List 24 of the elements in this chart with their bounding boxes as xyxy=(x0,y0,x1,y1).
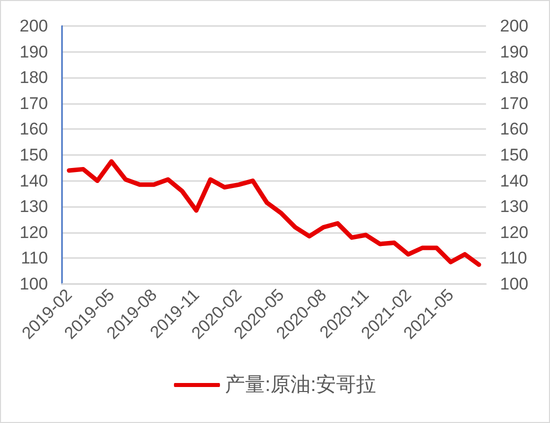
legend-label: 产量:原油:安哥拉 xyxy=(224,374,376,396)
y2-tick-label: 190 xyxy=(500,42,528,62)
y2-tick-label: 180 xyxy=(500,68,528,88)
line-series xyxy=(66,159,482,267)
y2-tick-label: 170 xyxy=(500,94,528,113)
y-tick-label: 160 xyxy=(20,120,48,139)
y2-tick-label: 140 xyxy=(500,171,528,190)
y2-tick-label: 110 xyxy=(500,248,528,268)
y-tick-label: 120 xyxy=(20,222,48,242)
y2-tick-label: 130 xyxy=(500,197,528,216)
y-tick-label: 100 xyxy=(20,274,48,294)
y2-tick-label: 200 xyxy=(500,16,528,36)
y2-tick-label: 100 xyxy=(500,274,528,294)
y-tick-label: 200 xyxy=(20,16,48,36)
y-tick-label: 150 xyxy=(20,146,48,164)
y-tick-label: 130 xyxy=(20,197,48,216)
y-tick-label: 190 xyxy=(20,42,48,62)
y-tick-label: 180 xyxy=(20,68,48,88)
y-tick-label: 140 xyxy=(20,171,48,190)
y-tick-label: 170 xyxy=(20,94,48,113)
y2-tick-label: 120 xyxy=(500,222,528,242)
y2-tick-label: 160 xyxy=(500,120,528,139)
y-tick-label: 110 xyxy=(20,248,48,268)
y2-tick-label: 150 xyxy=(500,146,528,164)
